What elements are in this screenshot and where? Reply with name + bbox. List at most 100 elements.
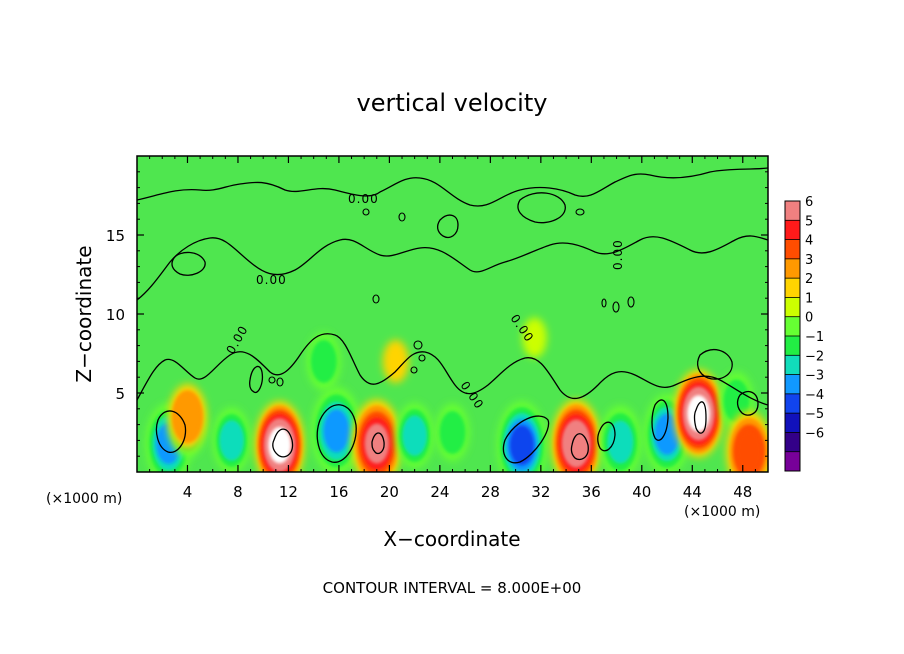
contour-ring xyxy=(276,377,284,387)
colorbar-swatch xyxy=(785,355,800,375)
contour-ring xyxy=(371,432,385,455)
velocity-cell xyxy=(607,420,634,464)
colorbar-label: −6 xyxy=(805,426,824,441)
velocity-cell xyxy=(364,423,389,464)
velocity-cell xyxy=(522,317,547,358)
contour-interval-note: CONTOUR INTERVAL = 8.000E+00 xyxy=(323,579,582,597)
colorbar-label: −5 xyxy=(805,407,824,422)
contour-ring xyxy=(601,298,607,308)
colorbar-label: 1 xyxy=(805,291,813,306)
colorbar-swatch xyxy=(785,239,800,259)
contour-ring xyxy=(398,212,406,222)
x-tick-label: 48 xyxy=(733,483,752,501)
colorbar-swatch xyxy=(785,393,800,414)
velocity-cell xyxy=(654,413,680,455)
contour-ring xyxy=(155,410,187,453)
contour-ring xyxy=(736,390,759,416)
contour-ring xyxy=(413,340,423,350)
x-axis: 4 8 12 16 20 24 28 32 36 40 44 48 xyxy=(149,156,756,501)
colorbar-swatch xyxy=(785,258,800,279)
contour-ring xyxy=(436,214,459,239)
contour-ring xyxy=(362,208,370,216)
contour-ring xyxy=(248,365,264,394)
velocity-cell xyxy=(310,339,337,383)
x-tick-label: 40 xyxy=(632,483,651,501)
colorbar-swatch xyxy=(785,316,800,336)
colorbar-swatch xyxy=(785,413,800,433)
contour-ring xyxy=(272,428,294,458)
velocity-cell xyxy=(382,339,409,383)
x-unit-right: (×1000 m) xyxy=(684,504,760,520)
velocity-cell xyxy=(268,426,291,464)
contour-ring xyxy=(693,401,707,434)
colorbar-swatch xyxy=(785,201,800,221)
colorbar-swatch xyxy=(785,336,800,356)
contour-label: 0.00 xyxy=(348,192,379,206)
x-tick-label: 16 xyxy=(329,483,348,501)
x-tick-label: 4 xyxy=(183,483,193,501)
contour-ring xyxy=(570,433,589,461)
colorbar-label: 5 xyxy=(805,214,813,229)
x-tick-label: 32 xyxy=(531,483,550,501)
colorbar-swatch xyxy=(785,374,800,394)
zero-contours xyxy=(137,167,768,464)
colorbar-label: −2 xyxy=(805,349,824,364)
small-contours xyxy=(268,208,635,387)
contour-ring xyxy=(418,354,426,362)
velocity-cell xyxy=(402,415,427,456)
contour-label: 0.00 xyxy=(611,239,625,270)
y-axis: 5 10 15 xyxy=(106,171,768,457)
x-tick-label: 44 xyxy=(683,483,702,501)
x-tick-label: 12 xyxy=(279,483,298,501)
zero-contour-upper xyxy=(137,167,768,207)
contour-ring xyxy=(627,296,635,308)
contour-ring xyxy=(502,415,550,464)
y-tick-label: 5 xyxy=(115,385,125,403)
contour-ring xyxy=(597,421,616,452)
x-tick-label: 24 xyxy=(430,483,449,501)
x-tick-label: 28 xyxy=(481,483,500,501)
contour-ring xyxy=(372,294,380,304)
contour-ring xyxy=(575,208,585,216)
x-unit-left: (×1000 m) xyxy=(46,491,122,507)
colorbar-label: −1 xyxy=(805,330,824,345)
x-tick-label: 36 xyxy=(582,483,601,501)
colorbar: 6 5 4 3 2 1 0 −1 −2 −3 −4 −5 −6 xyxy=(784,195,824,472)
contour-ring xyxy=(410,366,418,374)
zero-contour-lower xyxy=(137,333,768,406)
velocity-cell xyxy=(509,425,535,466)
colorbar-label: −3 xyxy=(805,369,824,384)
colorbar-label: 3 xyxy=(805,253,813,268)
velocity-cell xyxy=(564,424,588,463)
colorbar-swatch xyxy=(785,451,800,471)
x-tick-label: 20 xyxy=(380,483,399,501)
chart-title: vertical velocity xyxy=(357,89,548,117)
contour-ring xyxy=(316,404,357,463)
velocity-cell xyxy=(736,430,762,472)
contour-ring xyxy=(651,399,669,441)
y-tick-label: 10 xyxy=(106,306,125,324)
y-tick-label: 15 xyxy=(106,227,125,245)
x-tick-label: 8 xyxy=(233,483,243,501)
contour-ring xyxy=(612,301,620,313)
velocity-cell xyxy=(439,411,466,454)
contour-ring xyxy=(268,376,276,384)
colorbar-swatch xyxy=(785,278,800,298)
contour-ring xyxy=(517,192,566,224)
plot-area xyxy=(137,156,768,472)
velocity-cell xyxy=(723,379,750,423)
zero-contour-middle xyxy=(137,235,768,301)
colorbar-swatch xyxy=(785,432,800,452)
colorbar-label: 6 xyxy=(805,195,813,210)
contour-label: 0.00 xyxy=(256,273,287,287)
colorbar-label: −4 xyxy=(805,388,824,403)
colorbar-swatch xyxy=(785,297,800,317)
contour-ring xyxy=(171,251,206,276)
colorbar-label: 2 xyxy=(805,272,813,287)
colorbar-swatch xyxy=(785,220,800,240)
contour-ring xyxy=(697,349,733,380)
y-axis-label: Z−coordinate xyxy=(72,245,96,382)
velocity-cell xyxy=(175,396,200,437)
velocity-cell xyxy=(219,420,244,461)
